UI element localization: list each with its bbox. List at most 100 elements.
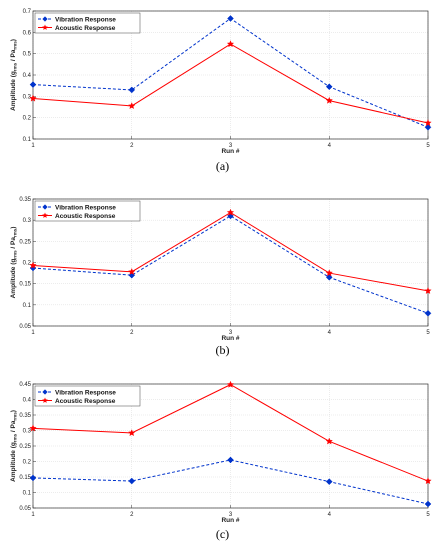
y-tick-label: 0.35 xyxy=(19,197,31,203)
legend-marker xyxy=(42,397,48,403)
chart-b: 0.05 0.1 0.15 0.2 0.25 0.3 0.35 1 2 3 4 5 Run # Ampli… xyxy=(10,197,432,357)
x-tick-label: 4 xyxy=(328,512,332,518)
data-point-acoustic xyxy=(424,477,432,485)
y-tick-label: 0.3 xyxy=(23,218,32,224)
x-tick-label: 5 xyxy=(426,330,430,336)
legend-label: Acoustic Response xyxy=(55,25,116,32)
data-point-vibration xyxy=(325,478,333,486)
y-axis-label-end: ) xyxy=(10,39,17,41)
panel-caption: (a) xyxy=(216,159,229,173)
data-point-vibration xyxy=(128,477,136,485)
y-tick-label: 0.4 xyxy=(23,73,32,79)
data-point-acoustic xyxy=(226,40,235,48)
x-axis-label: Run # xyxy=(221,335,239,342)
y-axis-label: Amplitude (grms / Parms) xyxy=(10,39,18,111)
data-point-vibration xyxy=(424,309,432,317)
y-axis-label-mid: / Pa xyxy=(10,49,17,63)
y-axis-label-main: Amplitude (g xyxy=(10,442,17,482)
x-tick-label: 5 xyxy=(426,512,430,518)
y-tick-label: 0.05 xyxy=(19,324,31,330)
y-tick-label: 0.1 xyxy=(23,491,32,497)
x-axis-label: Run # xyxy=(221,517,239,524)
data-point-vibration xyxy=(325,273,333,281)
y-tick-label: 0.5 xyxy=(23,52,32,58)
y-axis-label-mid: / Pa xyxy=(10,420,17,434)
series-line-vibration xyxy=(32,215,429,314)
legend-marker xyxy=(42,16,48,22)
y-axis-label-mid: / Pa xyxy=(10,237,17,251)
legend-marker xyxy=(42,204,48,210)
x-tick-label: 3 xyxy=(229,330,233,336)
y-tick-label: 0.15 xyxy=(19,282,31,288)
y-tick-label: 0.25 xyxy=(19,239,31,245)
y-tick-label: 0.6 xyxy=(23,30,32,36)
x-tick-label: 4 xyxy=(328,330,332,336)
chart-a: 0.1 0.2 0.3 0.4 0.5 0.6 0.7 1 2 3 4 5 Run # Amplitude… xyxy=(10,9,432,173)
data-point-acoustic xyxy=(226,380,235,388)
y-axis-label-end: ) xyxy=(10,410,17,412)
panel-caption: (b) xyxy=(216,343,230,357)
data-point-acoustic xyxy=(128,102,136,109)
x-tick-label: 3 xyxy=(229,143,233,149)
y-tick-label: 0.05 xyxy=(19,506,31,512)
x-axis-label: Run # xyxy=(221,148,239,155)
legend-label: Acoustic Response xyxy=(55,398,116,405)
y-tick-label: 0.35 xyxy=(19,413,31,419)
y-axis-label-sub: rms xyxy=(13,62,18,71)
y-tick-label: 0.2 xyxy=(23,460,32,466)
legend-box xyxy=(34,200,141,222)
legend-box xyxy=(34,12,141,34)
y-axis-label-end: ) xyxy=(10,227,17,229)
data-point-acoustic xyxy=(29,94,37,102)
series-line-vibration xyxy=(32,459,429,505)
data-point-acoustic xyxy=(226,208,235,216)
data-point-acoustic xyxy=(325,269,333,277)
y-axis-label-main: Amplitude (g xyxy=(10,259,17,299)
data-point-acoustic xyxy=(325,437,333,445)
legend-label: Vibration Response xyxy=(55,16,116,23)
data-point-vibration xyxy=(424,500,432,508)
data-point-acoustic xyxy=(29,261,37,269)
legend-label: Acoustic Response xyxy=(55,213,116,220)
y-tick-label: 0.2 xyxy=(23,261,32,267)
legend-label: Vibration Response xyxy=(55,389,116,396)
data-point-vibration xyxy=(128,86,136,94)
x-tick-label: 2 xyxy=(130,512,134,518)
data-point-vibration xyxy=(227,15,234,22)
data-point-vibration xyxy=(29,474,37,482)
data-point-acoustic xyxy=(128,268,136,275)
data-point-vibration xyxy=(227,456,234,464)
y-axis-label-sub: rms xyxy=(13,433,18,442)
data-point-acoustic xyxy=(424,287,432,294)
y-axis-label: Amplitude (grms / Parms) xyxy=(10,410,18,482)
y-axis-label: Amplitude (grms / Parms) xyxy=(10,227,18,299)
x-tick-label: 3 xyxy=(229,512,233,518)
chart-c: 0.05 0.1 0.15 0.2 0.25 0.3 0.35 0.4 0.45 1 2 3 4 5 Run… xyxy=(10,380,432,541)
y-axis-label-sub: rms xyxy=(13,250,18,259)
y-tick-label: 0.7 xyxy=(23,9,32,15)
x-tick-label: 4 xyxy=(328,143,332,149)
legend-box xyxy=(34,385,141,407)
x-tick-label: 1 xyxy=(31,330,35,336)
data-point-vibration xyxy=(325,83,333,91)
x-tick-label: 1 xyxy=(31,512,35,518)
y-tick-label: 0.1 xyxy=(23,137,32,143)
y-axis-label-sub: rms xyxy=(13,412,18,421)
data-point-acoustic xyxy=(29,424,37,432)
y-tick-label: 0.1 xyxy=(23,303,32,309)
y-tick-label: 0.2 xyxy=(23,116,32,122)
legend-marker xyxy=(42,389,48,395)
panel-caption: (c) xyxy=(216,527,229,541)
y-tick-label: 0.15 xyxy=(19,475,31,481)
data-point-vibration xyxy=(424,123,432,131)
x-tick-label: 5 xyxy=(426,143,430,149)
x-tick-label: 2 xyxy=(130,143,134,149)
legend-marker xyxy=(42,212,48,218)
y-axis-label-main: Amplitude (g xyxy=(10,71,17,111)
y-tick-label: 0.25 xyxy=(19,444,31,450)
data-point-acoustic xyxy=(424,119,432,127)
y-tick-label: 0.3 xyxy=(23,429,32,435)
y-tick-label: 0.3 xyxy=(23,94,32,100)
y-tick-label: 0.45 xyxy=(19,382,31,388)
